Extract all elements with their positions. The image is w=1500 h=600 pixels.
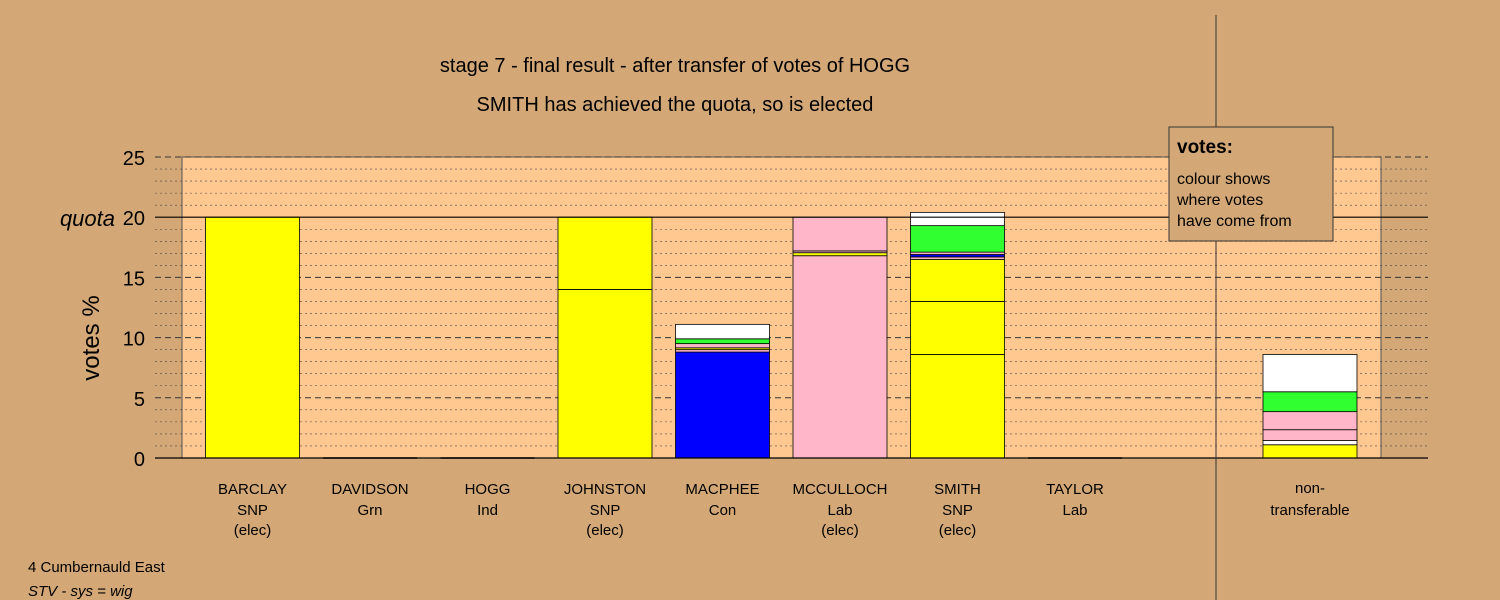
legend-line-3: have come from [1177,213,1292,230]
bar-macphee [675,323,770,459]
bar-johnston-segment [557,216,653,290]
bar-macphee-segment [675,343,770,349]
y-tick-label: 0 [134,449,145,471]
quota-label: quota [60,206,115,231]
y-tick-label: 10 [123,329,145,351]
bar-smith-segment [910,258,1005,302]
system-label: STV - sys = wig [28,583,133,600]
bar-mcculloch-segment [792,216,888,252]
x-label-name: SMITH [934,481,981,498]
chart-title: stage 7 - final result - after transfer … [440,55,910,77]
x-label-party: Con [709,502,737,519]
bar-nontransferable-segment [1262,444,1358,459]
y-tick-label: 5 [134,389,145,411]
x-label-name: BARCLAY [218,481,287,498]
legend: votes: colour shows where votes have com… [1168,126,1334,242]
nontransferable-label-2: transferable [1270,502,1349,519]
bar-nontransferable-segment [1262,354,1358,393]
legend-title: votes: [1177,137,1233,158]
x-label-status: (elec) [586,522,624,539]
x-label-status: (elec) [821,522,859,539]
x-label-status: (elec) [939,522,977,539]
x-label-party: Lab [827,502,852,519]
x-label-name: HOGG [465,481,511,498]
bar-nontransferable-segment [1262,429,1358,441]
bar-barclay-segment [205,216,300,459]
y-axis-label: votes % [78,295,105,380]
bar-smith-segment [910,225,1005,253]
bar-smith-segment [910,354,1005,459]
x-label-name: MCCULLOCH [792,481,887,498]
legend-line-2: where votes [1176,192,1263,209]
bar-mcculloch [792,216,888,459]
y-tick-label: 20 [123,208,145,230]
bar-macphee-segment [675,351,770,459]
nontransferable-label-1: non- [1295,480,1325,497]
bar-smith-segment [910,211,1005,227]
x-label-name: MACPHEE [685,481,759,498]
bar-macphee-segment [675,323,770,340]
bar-nontransferable-segment [1262,440,1358,446]
bar-mcculloch-segment [792,255,888,459]
bar-mcculloch-segment [792,252,888,257]
x-label-party: Grn [357,502,382,519]
bar-johnston-segment [557,289,653,459]
bar-smith-segment [910,301,1005,355]
x-label-party: SNP [942,502,973,519]
bar-barclay [205,216,300,459]
y-tick-label: 15 [123,268,145,290]
bar-nontransferable-segment [1262,411,1358,431]
x-label-party: Lab [1062,502,1087,519]
x-label-name: DAVIDSON [331,481,408,498]
x-label-name: TAYLOR [1046,481,1104,498]
x-label-status: (elec) [234,522,272,539]
bar-macphee-segment [675,338,770,345]
bar-nontransferable [1262,354,1358,459]
bar-nontransferable-segment [1262,391,1358,413]
ward-name: 4 Cumbernauld East [28,559,166,576]
x-label-party: SNP [237,502,268,519]
bar-johnston [557,216,653,459]
chart-subtitle: SMITH has achieved the quota, so is elec… [477,94,874,116]
x-label-party: SNP [590,502,621,519]
legend-line-1: colour shows [1177,171,1270,188]
legend-box [1168,126,1334,242]
x-label-party: Ind [477,502,498,519]
bar-smith [910,211,1005,459]
x-label-name: JOHNSTON [564,481,646,498]
y-tick-label: 25 [123,148,145,170]
